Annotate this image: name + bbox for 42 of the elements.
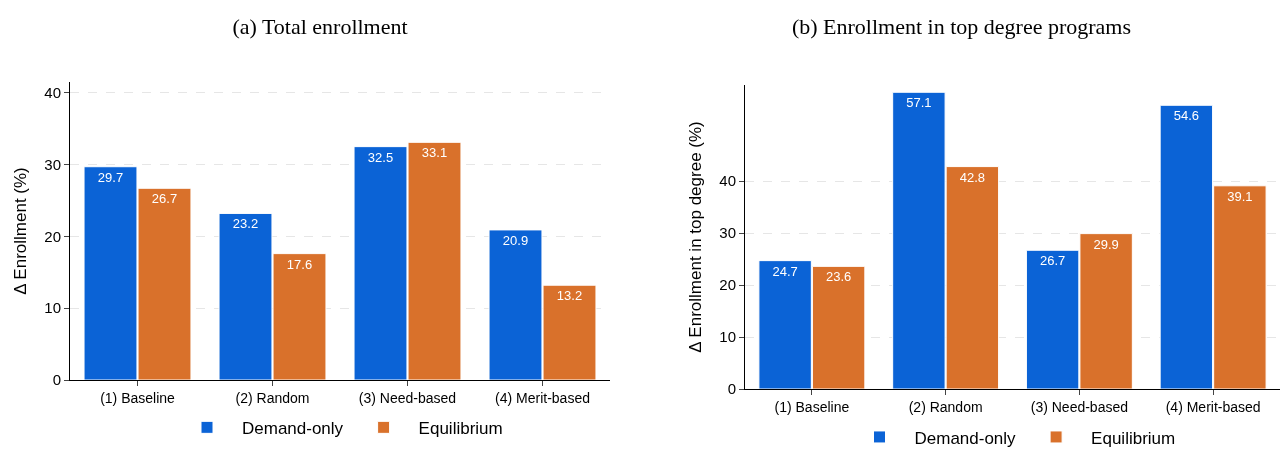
- data-label: 17.6: [286, 256, 313, 272]
- x-tick-label: (4) Merit-based: [1165, 398, 1261, 415]
- data-label: 29.7: [97, 169, 124, 185]
- data-label: 32.5: [367, 149, 394, 165]
- x-tick-label: (4) Merit-based: [495, 389, 590, 406]
- y-axis-title: Δ Enrollment in top degree (%): [686, 121, 705, 353]
- data-label: 23.6: [825, 269, 852, 285]
- y-tick-label: 20: [719, 276, 736, 294]
- legend-label: Demand-only: [914, 428, 1017, 448]
- data-label: 26.7: [151, 191, 178, 207]
- chart-title: (a) Total enrollment: [232, 13, 408, 39]
- y-tick-label: 20: [44, 227, 61, 245]
- data-label: 23.2: [232, 216, 259, 232]
- y-tick-label: 40: [44, 84, 61, 102]
- data-label: 26.7: [1039, 253, 1066, 269]
- data-label: 29.9: [1093, 236, 1119, 252]
- y-tick-label: 0: [727, 380, 736, 398]
- chart-title: (b) Enrollment in top degree programs: [791, 13, 1132, 39]
- y-tick-label: 0: [52, 371, 61, 389]
- y-tick-label: 10: [719, 328, 736, 346]
- y-tick-label: 10: [44, 299, 61, 317]
- x-tick-label: (1) Baseline: [100, 389, 176, 406]
- x-tick-label: (3) Need-based: [358, 389, 457, 406]
- legend-label: Demand-only: [242, 418, 344, 438]
- x-tick-label: (3) Need-based: [1030, 398, 1129, 415]
- data-label: 39.1: [1227, 188, 1253, 204]
- data-label: 13.2: [556, 288, 583, 304]
- data-label: 24.7: [772, 263, 798, 279]
- data-label: 20.9: [502, 232, 529, 248]
- x-tick-label: (2) Random: [235, 389, 310, 406]
- x-tick-label: (1) Baseline: [774, 398, 850, 415]
- legend-label: Equilibrium: [1091, 428, 1176, 448]
- y-tick-label: 40: [719, 172, 736, 190]
- data-label: 57.1: [906, 95, 932, 111]
- y-tick-label: 30: [44, 155, 61, 173]
- x-tick-label: (2) Random: [908, 398, 983, 415]
- y-axis-title: Δ Enrollment (%): [11, 167, 30, 295]
- data-label: 42.8: [959, 169, 986, 185]
- data-label: 54.6: [1173, 108, 1200, 124]
- legend-label: Equilibrium: [418, 418, 503, 438]
- y-tick-label: 30: [719, 224, 736, 242]
- data-label: 33.1: [421, 145, 448, 161]
